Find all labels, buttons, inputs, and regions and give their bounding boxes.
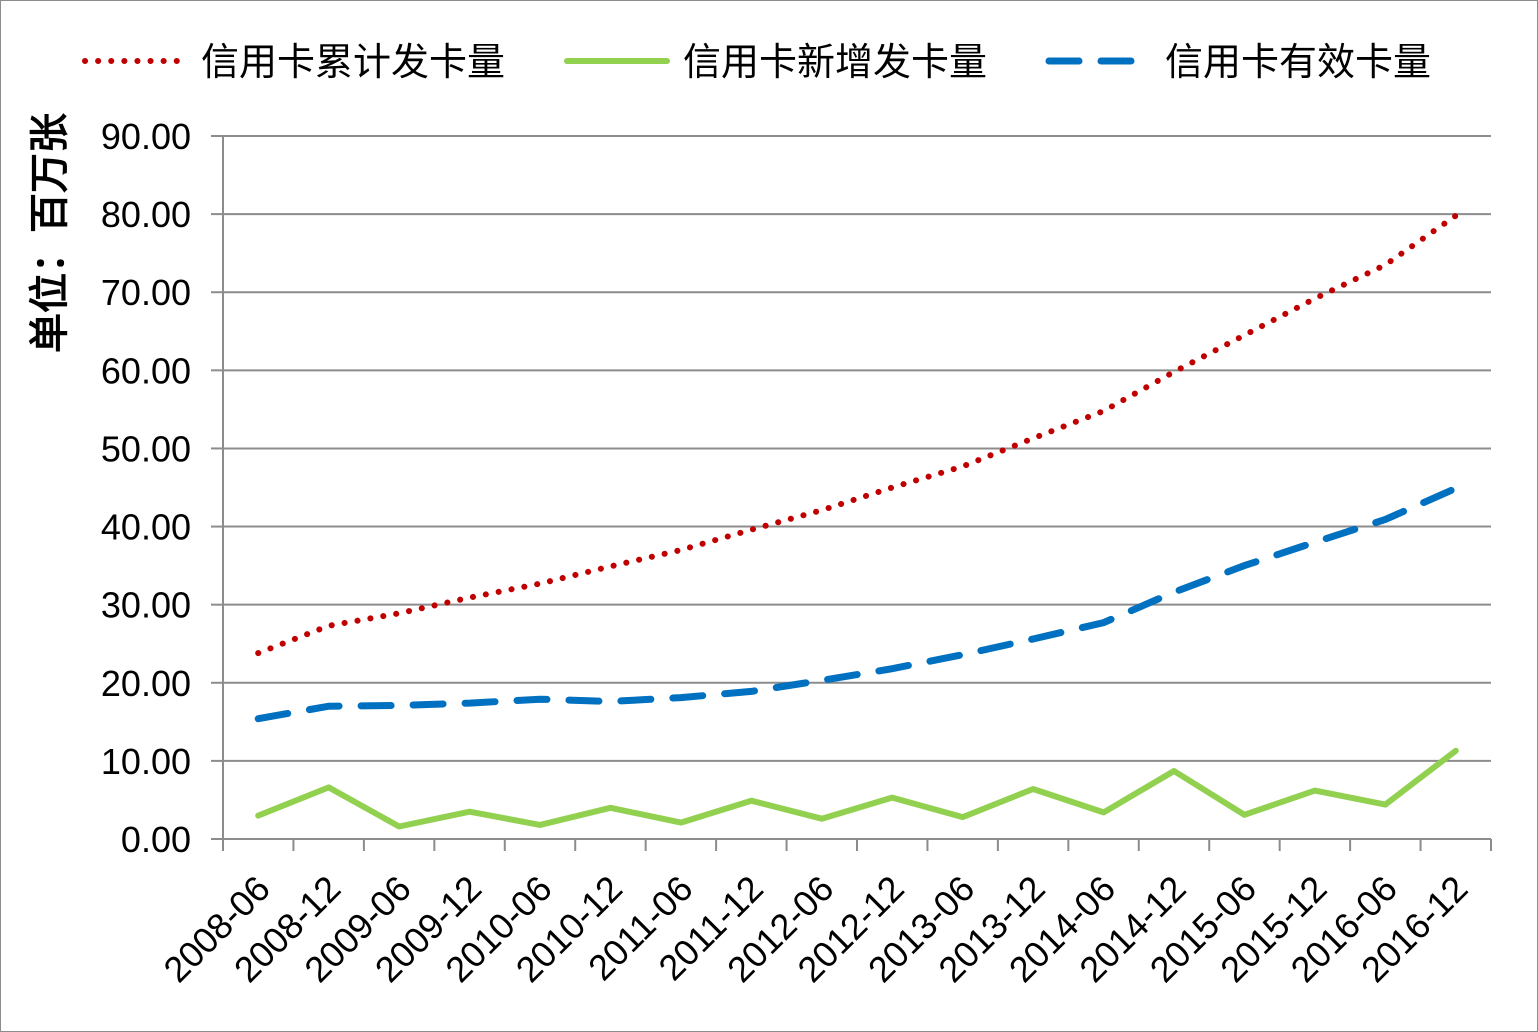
- y-tick-label: 90.00: [101, 116, 191, 157]
- y-tick-label: 10.00: [101, 741, 191, 782]
- y-tick-label: 30.00: [101, 585, 191, 626]
- series-lines: [254, 212, 1460, 830]
- y-axis-title: 单位：百万张: [27, 113, 73, 353]
- series-line-1: [255, 212, 1459, 657]
- y-tick-label: 20.00: [101, 663, 191, 704]
- gridlines: [223, 135, 1491, 762]
- series-line-2: [255, 747, 1459, 830]
- y-tick-label: 70.00: [101, 272, 191, 313]
- y-tick-label: 0.00: [121, 819, 191, 860]
- y-tick-label: 40.00: [101, 507, 191, 548]
- legend-label: 信用卡新增发卡量: [683, 40, 987, 84]
- series-line-3: [254, 484, 1460, 723]
- legend-label: 信用卡累计发卡量: [201, 40, 505, 84]
- axes: [211, 135, 1492, 851]
- legend-label: 信用卡有效卡量: [1165, 40, 1431, 84]
- y-tick-label: 50.00: [101, 428, 191, 469]
- y-tick-label: 80.00: [101, 194, 191, 235]
- legend: 信用卡累计发卡量 信用卡新增发卡量 信用卡有效卡量: [82, 40, 1431, 84]
- y-tick-label: 60.00: [101, 350, 191, 391]
- x-tick-labels: 2008-062008-122009-062009-122010-062010-…: [155, 868, 1475, 990]
- y-tick-labels: 0.00 10.00 20.00 30.00 40.00 50.00 60.00 70.00 8…: [101, 116, 191, 860]
